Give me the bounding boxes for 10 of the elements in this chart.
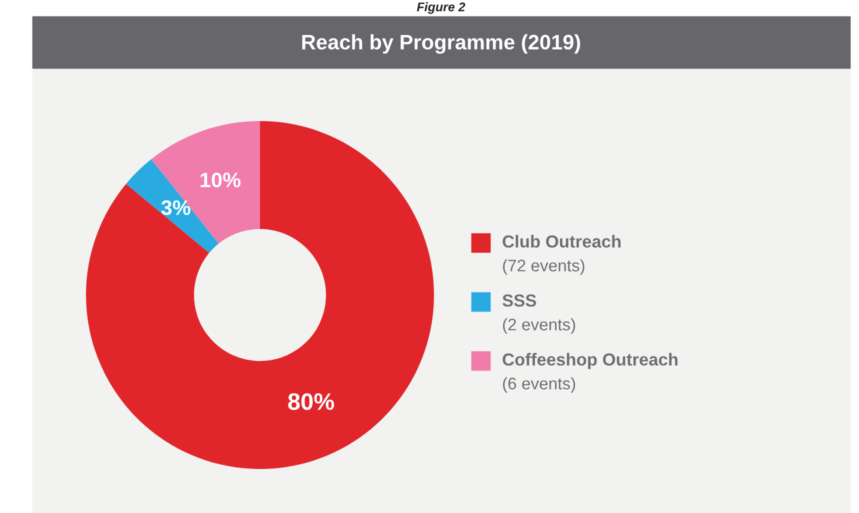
chart-title: Reach by Programme (2019) xyxy=(302,34,580,54)
legend-label: Club Outreach (72 events) xyxy=(502,234,621,275)
donut-slice xyxy=(151,121,260,244)
donut-slice xyxy=(86,121,434,469)
legend-label: SSS (2 events) xyxy=(502,294,576,334)
data-label: 80% xyxy=(288,393,334,410)
caption: Figure 2 xyxy=(416,2,466,14)
data-label: 3% xyxy=(161,200,190,216)
data-label: 10% xyxy=(200,172,241,188)
legend-label: Coffeeshop Outreach (6 events) xyxy=(502,352,678,393)
